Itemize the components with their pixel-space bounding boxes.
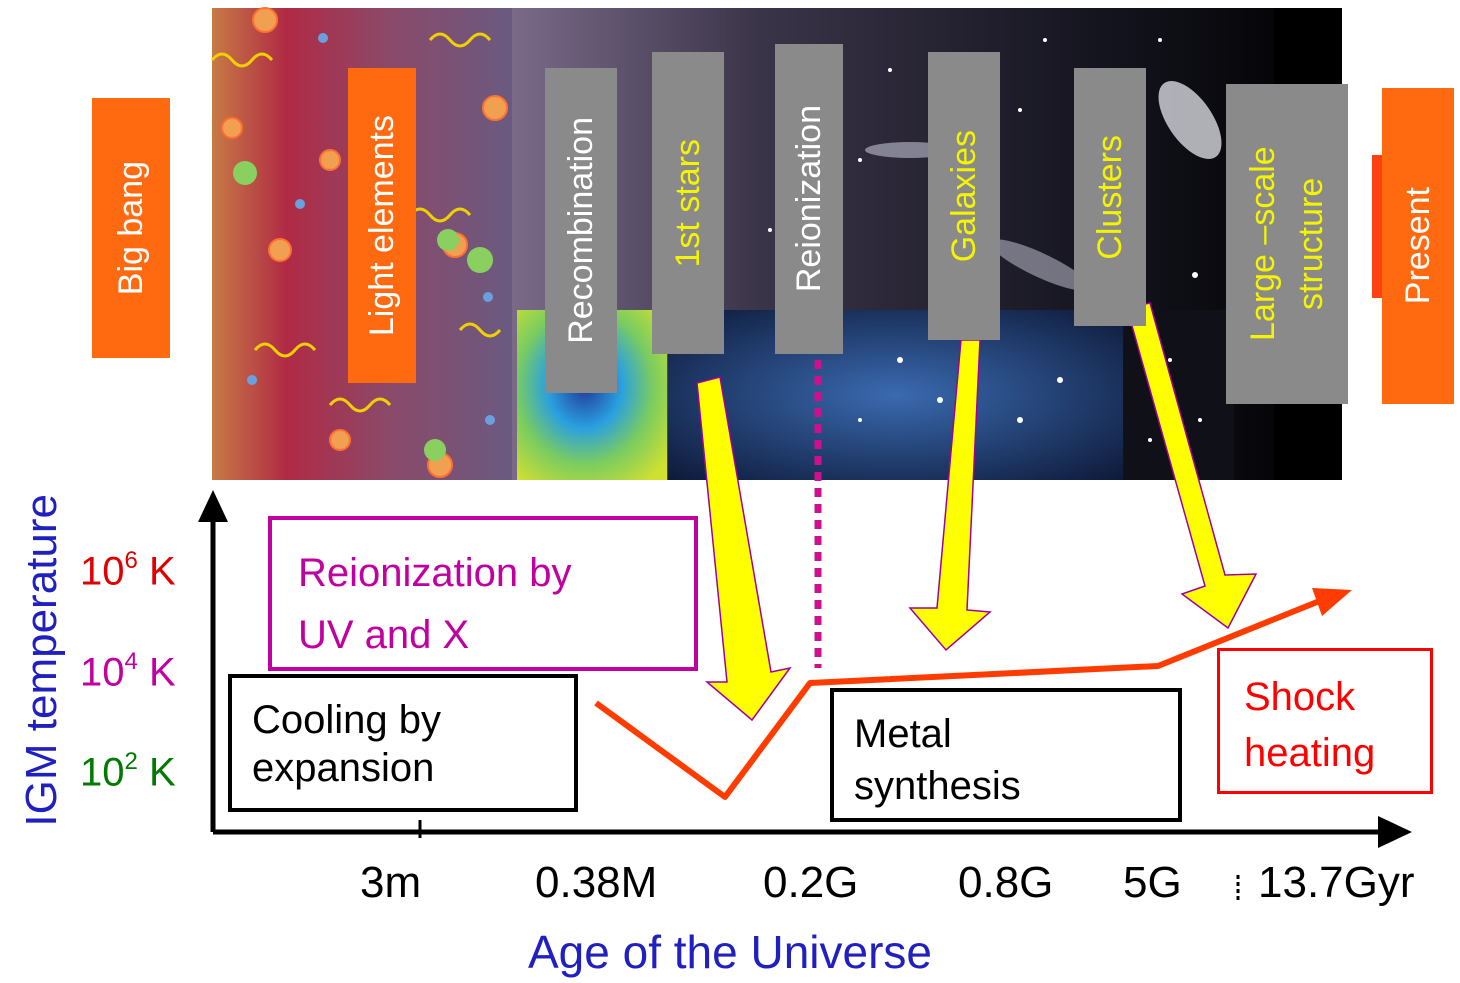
- cooling-box-line1: Cooling by: [252, 698, 442, 742]
- event-light-elements: Light elements: [348, 68, 416, 383]
- yellow-arrows: [696, 302, 1258, 722]
- event-label: Clusters: [1091, 134, 1129, 260]
- event-galaxies: Galaxies: [928, 52, 1000, 340]
- shock-heating-box: Shock heating: [1217, 648, 1433, 794]
- x-tick: 0.38M: [535, 858, 658, 907]
- event-clusters: Clusters: [1074, 68, 1146, 326]
- temperature-curve: [594, 588, 1352, 800]
- x-tick: 3m: [360, 858, 422, 907]
- event-present: Present: [1382, 88, 1454, 404]
- event-recombination: Recombination: [545, 68, 617, 393]
- metal-box-line1: Metal: [854, 712, 952, 756]
- event-label: Light elements: [363, 114, 401, 337]
- metal-synthesis-box: Metal synthesis: [830, 688, 1182, 822]
- cooling-box-line2: expansion: [252, 746, 435, 790]
- shock-box-line2: heating: [1244, 731, 1376, 775]
- event-label: Present: [1399, 187, 1437, 305]
- reionization-box-line2: UV and X: [298, 613, 470, 657]
- temp-tick-1e2: 102 K: [80, 748, 176, 795]
- temp-tick-1e6: 106 K: [80, 547, 176, 594]
- axes: [198, 490, 1412, 900]
- x-tick: 5G: [1123, 858, 1182, 907]
- event-large-scale-structure: Large –scale structure: [1226, 84, 1348, 404]
- reionization-box-line1: Reionization by: [298, 551, 572, 595]
- event-label: Recombination: [562, 117, 600, 344]
- x-axis-label: Age of the Universe: [527, 926, 932, 978]
- metal-box-line2: synthesis: [854, 764, 1021, 808]
- temp-tick-1e4: 104 K: [80, 648, 176, 695]
- cooling-box: Cooling by expansion: [228, 674, 578, 812]
- shock-box-line1: Shock: [1244, 675, 1356, 719]
- y-axis-label-text: IGM temperature: [17, 493, 66, 827]
- reionization-box: Reionization by UV and X: [268, 516, 698, 671]
- x-tick: 0.8G: [958, 858, 1054, 907]
- present-accent: [1372, 155, 1382, 298]
- event-label: 1st stars: [669, 138, 707, 268]
- event-first-stars: 1st stars: [652, 52, 724, 354]
- event-label: Reionization: [790, 105, 828, 293]
- event-reionization: Reionization: [775, 44, 843, 354]
- event-big-bang: Big bang: [92, 98, 170, 358]
- event-label: Large –scale structure: [1244, 146, 1330, 342]
- event-label: Big bang: [112, 160, 150, 296]
- x-tick: 13.7Gyr: [1258, 858, 1415, 907]
- event-label: Galaxies: [945, 129, 983, 263]
- x-tick: 0.2G: [763, 858, 859, 907]
- y-axis-label: IGM temperature: [14, 460, 70, 860]
